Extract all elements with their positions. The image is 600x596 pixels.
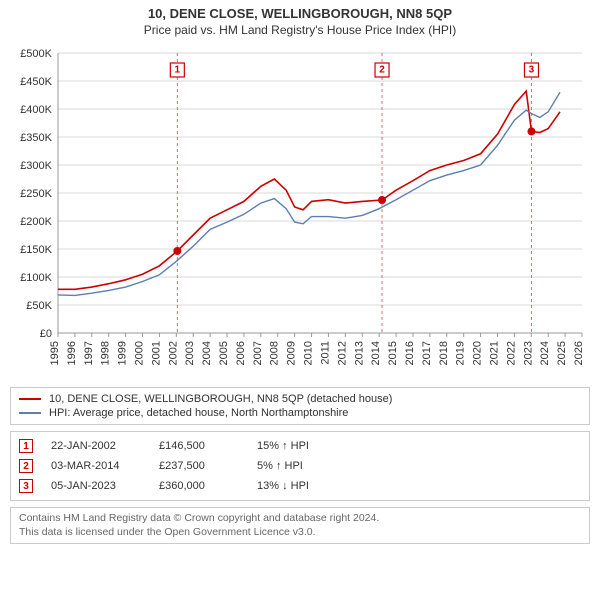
event-badge: 2 xyxy=(19,459,33,473)
svg-text:1995: 1995 xyxy=(49,341,61,365)
svg-text:1997: 1997 xyxy=(83,341,95,365)
svg-text:£50K: £50K xyxy=(26,300,52,312)
chart-area: £0 £50K £100K £150K £200K £250K £300K £350K £400… xyxy=(10,43,590,381)
license-line-1: Contains HM Land Registry data © Crown c… xyxy=(19,512,581,526)
event-row: 3 05-JAN-2023 £360,000 13% ↓ HPI xyxy=(19,476,581,496)
legend-swatch xyxy=(19,398,41,400)
svg-text:2012: 2012 xyxy=(336,341,348,365)
events-table: 1 22-JAN-2002 £146,500 15% ↑ HPI 2 03-MAR-201… xyxy=(10,431,590,501)
svg-text:1: 1 xyxy=(175,65,181,76)
svg-text:2018: 2018 xyxy=(438,341,450,365)
legend-swatch xyxy=(19,412,41,414)
legend-label: HPI: Average price, detached house, Nort… xyxy=(49,407,348,419)
svg-text:2005: 2005 xyxy=(218,341,230,365)
svg-text:2019: 2019 xyxy=(455,341,467,365)
legend-row: 10, DENE CLOSE, WELLINGBOROUGH, NN8 5QP … xyxy=(19,392,581,406)
svg-text:2: 2 xyxy=(379,65,385,76)
svg-text:2006: 2006 xyxy=(235,341,247,365)
event-badge: 3 xyxy=(19,479,33,493)
svg-text:2004: 2004 xyxy=(201,341,213,365)
svg-text:£350K: £350K xyxy=(20,132,52,144)
svg-text:2007: 2007 xyxy=(252,341,264,365)
svg-text:2015: 2015 xyxy=(387,341,399,365)
event-date: 22-JAN-2002 xyxy=(51,440,141,452)
svg-text:£200K: £200K xyxy=(20,216,52,228)
svg-text:2014: 2014 xyxy=(370,341,382,365)
license-notice: Contains HM Land Registry data © Crown c… xyxy=(10,507,590,544)
legend-label: 10, DENE CLOSE, WELLINGBOROUGH, NN8 5QP … xyxy=(49,393,392,405)
svg-text:2008: 2008 xyxy=(269,341,281,365)
chart-subtitle: Price paid vs. HM Land Registry's House … xyxy=(0,23,600,37)
svg-text:2025: 2025 xyxy=(556,341,568,365)
svg-text:2009: 2009 xyxy=(286,341,298,365)
svg-text:2010: 2010 xyxy=(303,341,315,365)
event-delta: 13% ↓ HPI xyxy=(257,480,309,492)
event-row: 2 03-MAR-2014 £237,500 5% ↑ HPI xyxy=(19,456,581,476)
event-date: 05-JAN-2023 xyxy=(51,480,141,492)
event-delta: 5% ↑ HPI xyxy=(257,460,303,472)
svg-text:£500K: £500K xyxy=(20,48,52,60)
legend-row: HPI: Average price, detached house, Nort… xyxy=(19,406,581,420)
svg-text:£150K: £150K xyxy=(20,244,52,256)
svg-text:2000: 2000 xyxy=(134,341,146,365)
svg-text:£400K: £400K xyxy=(20,104,52,116)
svg-text:2016: 2016 xyxy=(404,341,416,365)
svg-text:2001: 2001 xyxy=(150,341,162,365)
svg-text:2023: 2023 xyxy=(522,341,534,365)
svg-text:1996: 1996 xyxy=(66,341,78,365)
chart-title: 10, DENE CLOSE, WELLINGBOROUGH, NN8 5QP xyxy=(0,6,600,21)
event-delta: 15% ↑ HPI xyxy=(257,440,309,452)
svg-text:3: 3 xyxy=(529,65,535,76)
svg-text:£250K: £250K xyxy=(20,188,52,200)
price-chart: £0 £50K £100K £150K £200K £250K £300K £350K £400… xyxy=(10,43,590,381)
svg-text:1999: 1999 xyxy=(117,341,129,365)
svg-text:2026: 2026 xyxy=(573,341,585,365)
event-badge: 1 xyxy=(19,439,33,453)
svg-text:2020: 2020 xyxy=(472,341,484,365)
legend: 10, DENE CLOSE, WELLINGBOROUGH, NN8 5QP … xyxy=(10,387,590,425)
svg-text:2017: 2017 xyxy=(421,341,433,365)
event-price: £146,500 xyxy=(159,440,239,452)
svg-text:2021: 2021 xyxy=(488,341,500,365)
event-date: 03-MAR-2014 xyxy=(51,460,141,472)
svg-text:2011: 2011 xyxy=(319,341,331,365)
svg-text:2002: 2002 xyxy=(167,341,179,365)
svg-text:£100K: £100K xyxy=(20,272,52,284)
svg-text:£300K: £300K xyxy=(20,160,52,172)
event-price: £360,000 xyxy=(159,480,239,492)
svg-text:2022: 2022 xyxy=(505,341,517,365)
event-row: 1 22-JAN-2002 £146,500 15% ↑ HPI xyxy=(19,436,581,456)
svg-text:£0: £0 xyxy=(40,328,52,340)
svg-text:£450K: £450K xyxy=(20,76,52,88)
svg-text:2024: 2024 xyxy=(539,341,551,365)
license-line-2: This data is licensed under the Open Gov… xyxy=(19,526,581,540)
svg-text:1998: 1998 xyxy=(100,341,112,365)
svg-text:2003: 2003 xyxy=(184,341,196,365)
svg-text:2013: 2013 xyxy=(353,341,365,365)
event-price: £237,500 xyxy=(159,460,239,472)
